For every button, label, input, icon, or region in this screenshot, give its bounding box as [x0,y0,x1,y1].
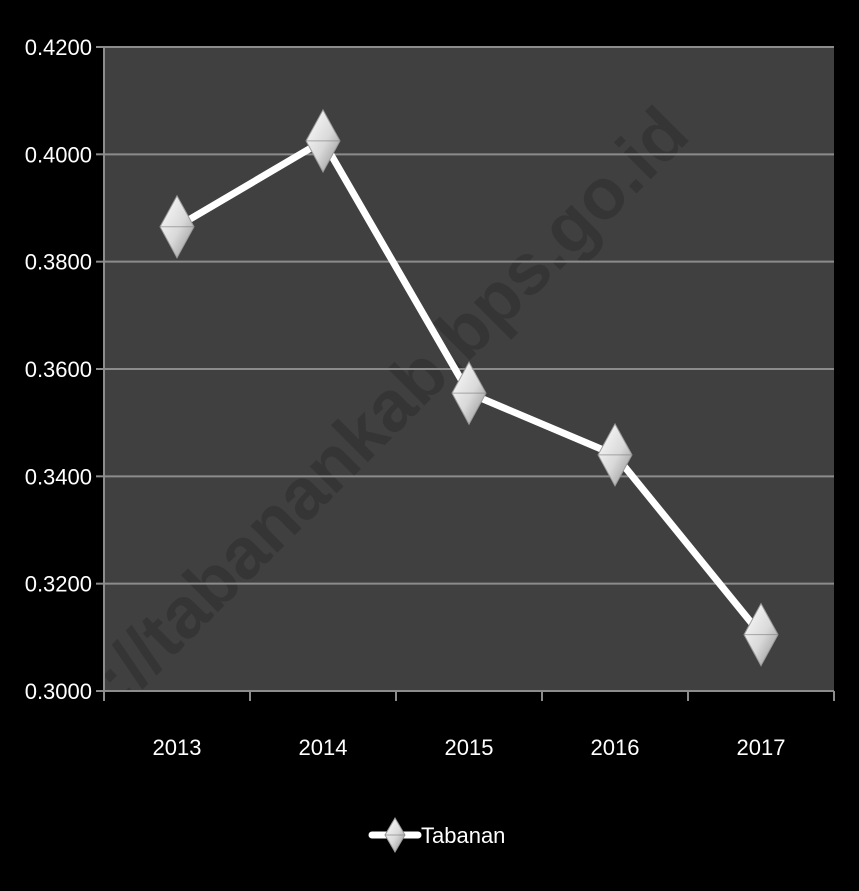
x-tick-label: 2013 [153,735,202,760]
axes: 0.3000 0.3200 0.3400 0.3600 0.3800 0.4000 0.42… [25,35,835,760]
series-tabanan [159,108,779,667]
gridlines [104,46,834,585]
data-point [159,194,195,259]
legend: Tabanan [368,817,505,853]
y-tick-label: 0.4200 [25,35,92,60]
legend-label: Tabanan [421,823,505,848]
legend-marker-swatch [384,817,406,853]
data-point [597,422,633,487]
data-point [451,361,487,426]
y-tick-label: 0.3000 [25,679,92,704]
y-tick-label: 0.3600 [25,357,92,382]
y-tick-label: 0.3800 [25,250,92,275]
y-tick-label: 0.3200 [25,572,92,597]
y-tick-label: 0.4000 [25,142,92,167]
data-point [305,108,341,173]
x-tick-label: 2015 [445,735,494,760]
data-point [743,602,779,667]
x-tick-label: 2017 [737,735,786,760]
x-tick-label: 2016 [591,735,640,760]
x-tick-label: 2014 [299,735,348,760]
y-tick-label: 0.3400 [25,464,92,489]
